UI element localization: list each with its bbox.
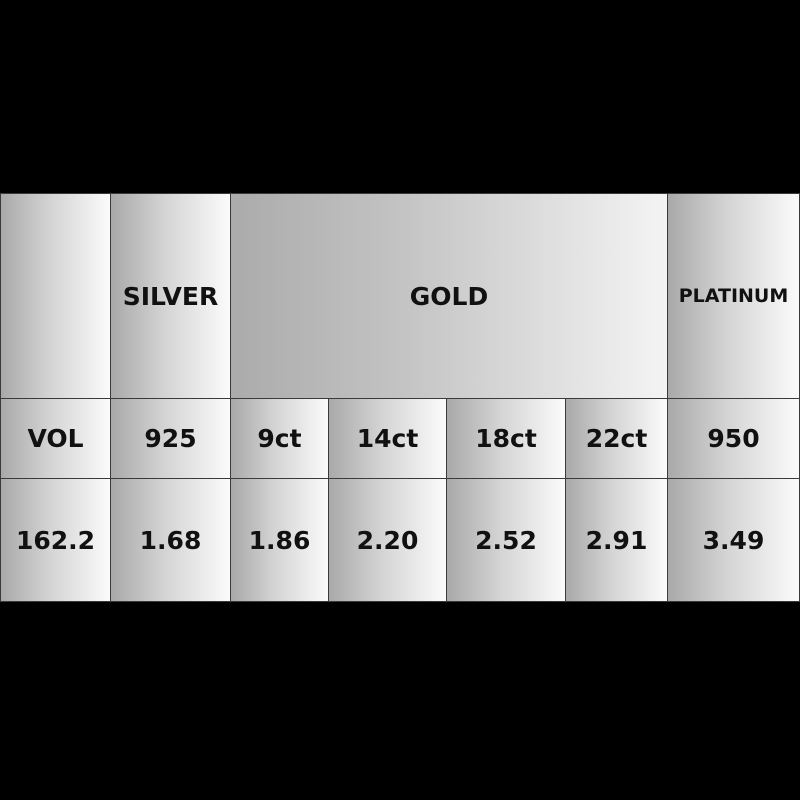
value-vol: 162.2 (0, 478, 111, 602)
subheader-9ct: 9ct (230, 398, 329, 479)
header-blank-cell (0, 193, 111, 399)
value-22ct: 2.91 (565, 478, 668, 602)
header-gold: GOLD (230, 193, 668, 399)
value-14ct: 2.20 (328, 478, 447, 602)
subheader-14ct: 14ct (328, 398, 447, 479)
subheader-950: 950 (667, 398, 800, 479)
value-950: 3.49 (667, 478, 800, 602)
value-18ct: 2.52 (446, 478, 566, 602)
subheader-vol: VOL (0, 398, 111, 479)
subheader-925: 925 (110, 398, 231, 479)
subheader-18ct: 18ct (446, 398, 566, 479)
header-platinum: PLATINUM (667, 193, 800, 399)
value-9ct: 1.86 (230, 478, 329, 602)
header-silver: SILVER (110, 193, 231, 399)
value-925: 1.68 (110, 478, 231, 602)
subheader-22ct: 22ct (565, 398, 668, 479)
